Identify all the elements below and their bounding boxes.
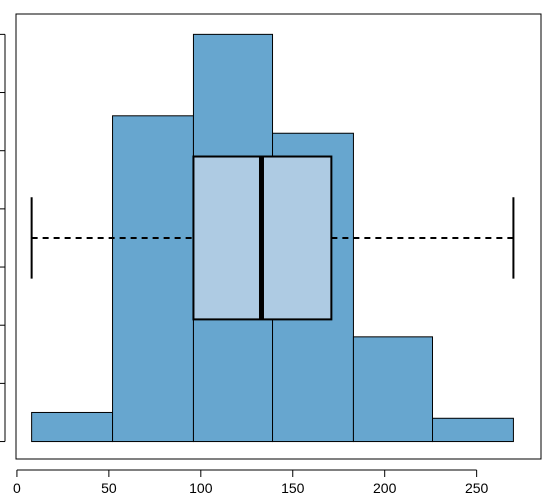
x-tick-label: 0 (13, 480, 21, 496)
boxplot (30, 155, 515, 321)
histogram-bar (31, 411, 114, 443)
y-tick-label: 10 (0, 375, 3, 391)
y-tick-label: 30 (0, 259, 3, 275)
x-tick-label: 150 (281, 480, 305, 496)
y-tick-label: 60 (0, 85, 3, 101)
x-tick-label: 250 (465, 480, 489, 496)
x-axis: 0 50 100 150 200 250 (13, 469, 489, 496)
histogram-bar (352, 336, 434, 443)
x-tick-label: 200 (373, 480, 397, 496)
y-tick-label: 70 (0, 26, 3, 42)
x-tick-label: 100 (189, 480, 213, 496)
y-tick-label: 0 (0, 437, 3, 445)
y-axis: 0 10 20 30 40 50 60 70 (0, 26, 6, 445)
histogram-bar (432, 417, 514, 443)
y-tick-label: 50 (0, 143, 3, 159)
x-tick-label: 50 (101, 480, 117, 496)
plot-frame (15, 13, 542, 460)
histogram-bar (112, 115, 194, 443)
y-tick-label: 40 (0, 201, 3, 217)
y-tick-label: 20 (0, 317, 3, 333)
